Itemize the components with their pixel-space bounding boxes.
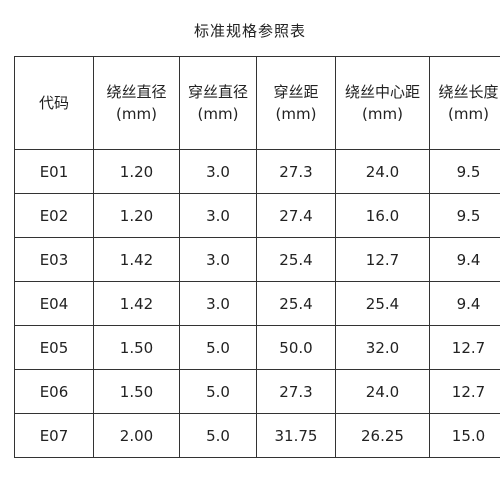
table-row: E04 1.42 3.0 25.4 25.4 9.4: [14, 281, 500, 326]
cell-code: E06: [14, 369, 94, 414]
header-label: 绕丝直径: [106, 83, 167, 101]
header-unit: (mm): [197, 105, 239, 123]
cell-wire-diameter: 1.50: [93, 369, 180, 414]
table-row: E06 1.50 5.0 27.3 24.0 12.7: [14, 369, 500, 414]
cell-wire-length: 15.0: [429, 413, 500, 458]
cell-thread-pitch: 27.3: [256, 149, 336, 194]
header-label: 穿丝直径: [187, 83, 248, 101]
cell-wire-diameter: 2.00: [93, 413, 180, 458]
cell-thread-pitch: 25.4: [256, 281, 336, 326]
header-wire-length: 绕丝长度 (mm): [429, 56, 500, 150]
header-code: 代码: [14, 56, 94, 150]
page-title: 标准规格参照表: [193, 22, 306, 40]
cell-thread-diameter: 5.0: [179, 413, 257, 458]
cell-center-distance: 26.25: [335, 413, 430, 458]
cell-thread-pitch: 27.3: [256, 369, 336, 414]
cell-code: E03: [14, 237, 94, 282]
cell-thread-pitch: 50.0: [256, 325, 336, 370]
cell-thread-diameter: 3.0: [179, 237, 257, 282]
table-row: E02 1.20 3.0 27.4 16.0 9.5: [14, 193, 500, 238]
header-unit: (mm): [362, 105, 403, 123]
header-label: 代码: [38, 94, 69, 112]
cell-wire-length: 9.4: [429, 237, 500, 282]
header-wire-diameter: 绕丝直径 (mm): [93, 56, 180, 150]
cell-center-distance: 25.4: [335, 281, 430, 326]
header-label: 绕丝中心距: [344, 83, 420, 101]
cell-thread-diameter: 3.0: [179, 149, 257, 194]
header-label: 穿丝距: [273, 83, 319, 101]
table-row: E01 1.20 3.0 27.3 24.0 9.5: [14, 149, 500, 194]
cell-thread-pitch: 25.4: [256, 237, 336, 282]
cell-wire-length: 9.5: [429, 193, 500, 238]
table-row: E05 1.50 5.0 50.0 32.0 12.7: [14, 325, 500, 370]
cell-wire-diameter: 1.42: [93, 281, 180, 326]
cell-wire-diameter: 1.20: [93, 193, 180, 238]
header-center-distance: 绕丝中心距 (mm): [335, 56, 430, 150]
cell-wire-diameter: 1.42: [93, 237, 180, 282]
cell-center-distance: 24.0: [335, 369, 430, 414]
cell-thread-pitch: 31.75: [256, 413, 336, 458]
header-label: 绕丝长度: [438, 83, 499, 101]
cell-wire-length: 12.7: [429, 325, 500, 370]
cell-thread-pitch: 27.4: [256, 193, 336, 238]
cell-thread-diameter: 3.0: [179, 193, 257, 238]
cell-code: E04: [14, 281, 94, 326]
cell-thread-diameter: 5.0: [179, 369, 257, 414]
cell-thread-diameter: 3.0: [179, 281, 257, 326]
table-row: E07 2.00 5.0 31.75 26.25 15.0: [14, 413, 500, 458]
table-row: E03 1.42 3.0 25.4 12.7 9.4: [14, 237, 500, 282]
table-header-row: 代码 绕丝直径 (mm) 穿丝直径 (mm) 穿丝距 (mm) 绕丝中心距 (m…: [14, 56, 500, 150]
cell-center-distance: 32.0: [335, 325, 430, 370]
header-unit: (mm): [275, 105, 317, 123]
cell-wire-diameter: 1.20: [93, 149, 180, 194]
cell-code: E05: [14, 325, 94, 370]
cell-thread-diameter: 5.0: [179, 325, 257, 370]
cell-center-distance: 12.7: [335, 237, 430, 282]
cell-wire-length: 9.4: [429, 281, 500, 326]
cell-center-distance: 16.0: [335, 193, 430, 238]
header-thread-diameter: 穿丝直径 (mm): [179, 56, 257, 150]
cell-center-distance: 24.0: [335, 149, 430, 194]
cell-wire-diameter: 1.50: [93, 325, 180, 370]
header-thread-pitch: 穿丝距 (mm): [256, 56, 336, 150]
header-unit: (mm): [448, 105, 489, 123]
cell-code: E07: [14, 413, 94, 458]
header-unit: (mm): [116, 105, 157, 123]
cell-code: E01: [14, 149, 94, 194]
cell-code: E02: [14, 193, 94, 238]
cell-wire-length: 12.7: [429, 369, 500, 414]
spec-table: 代码 绕丝直径 (mm) 穿丝直径 (mm) 穿丝距 (mm) 绕丝中心距 (m…: [14, 56, 500, 458]
cell-wire-length: 9.5: [429, 149, 500, 194]
